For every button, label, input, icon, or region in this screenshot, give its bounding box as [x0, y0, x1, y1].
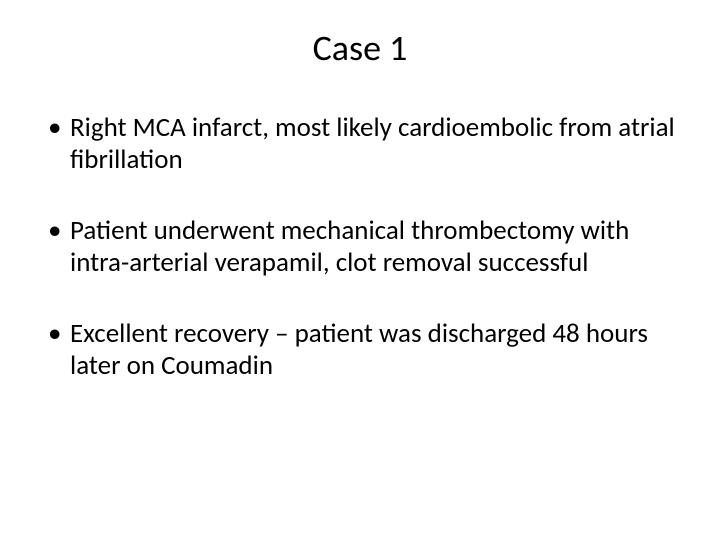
bullet-list: Right MCA infarct, most likely cardioemb…	[40, 112, 680, 382]
bullet-item: Excellent recovery – patient was dischar…	[40, 318, 680, 383]
bullet-item: Patient underwent mechanical thrombectom…	[40, 215, 680, 280]
slide-title: Case 1	[40, 26, 680, 70]
bullet-item: Right MCA infarct, most likely cardioemb…	[40, 112, 680, 177]
slide-container: Case 1 Right MCA infarct, most likely ca…	[0, 0, 720, 540]
